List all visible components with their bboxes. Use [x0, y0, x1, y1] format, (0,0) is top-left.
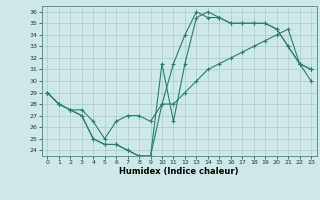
X-axis label: Humidex (Indice chaleur): Humidex (Indice chaleur)	[119, 167, 239, 176]
